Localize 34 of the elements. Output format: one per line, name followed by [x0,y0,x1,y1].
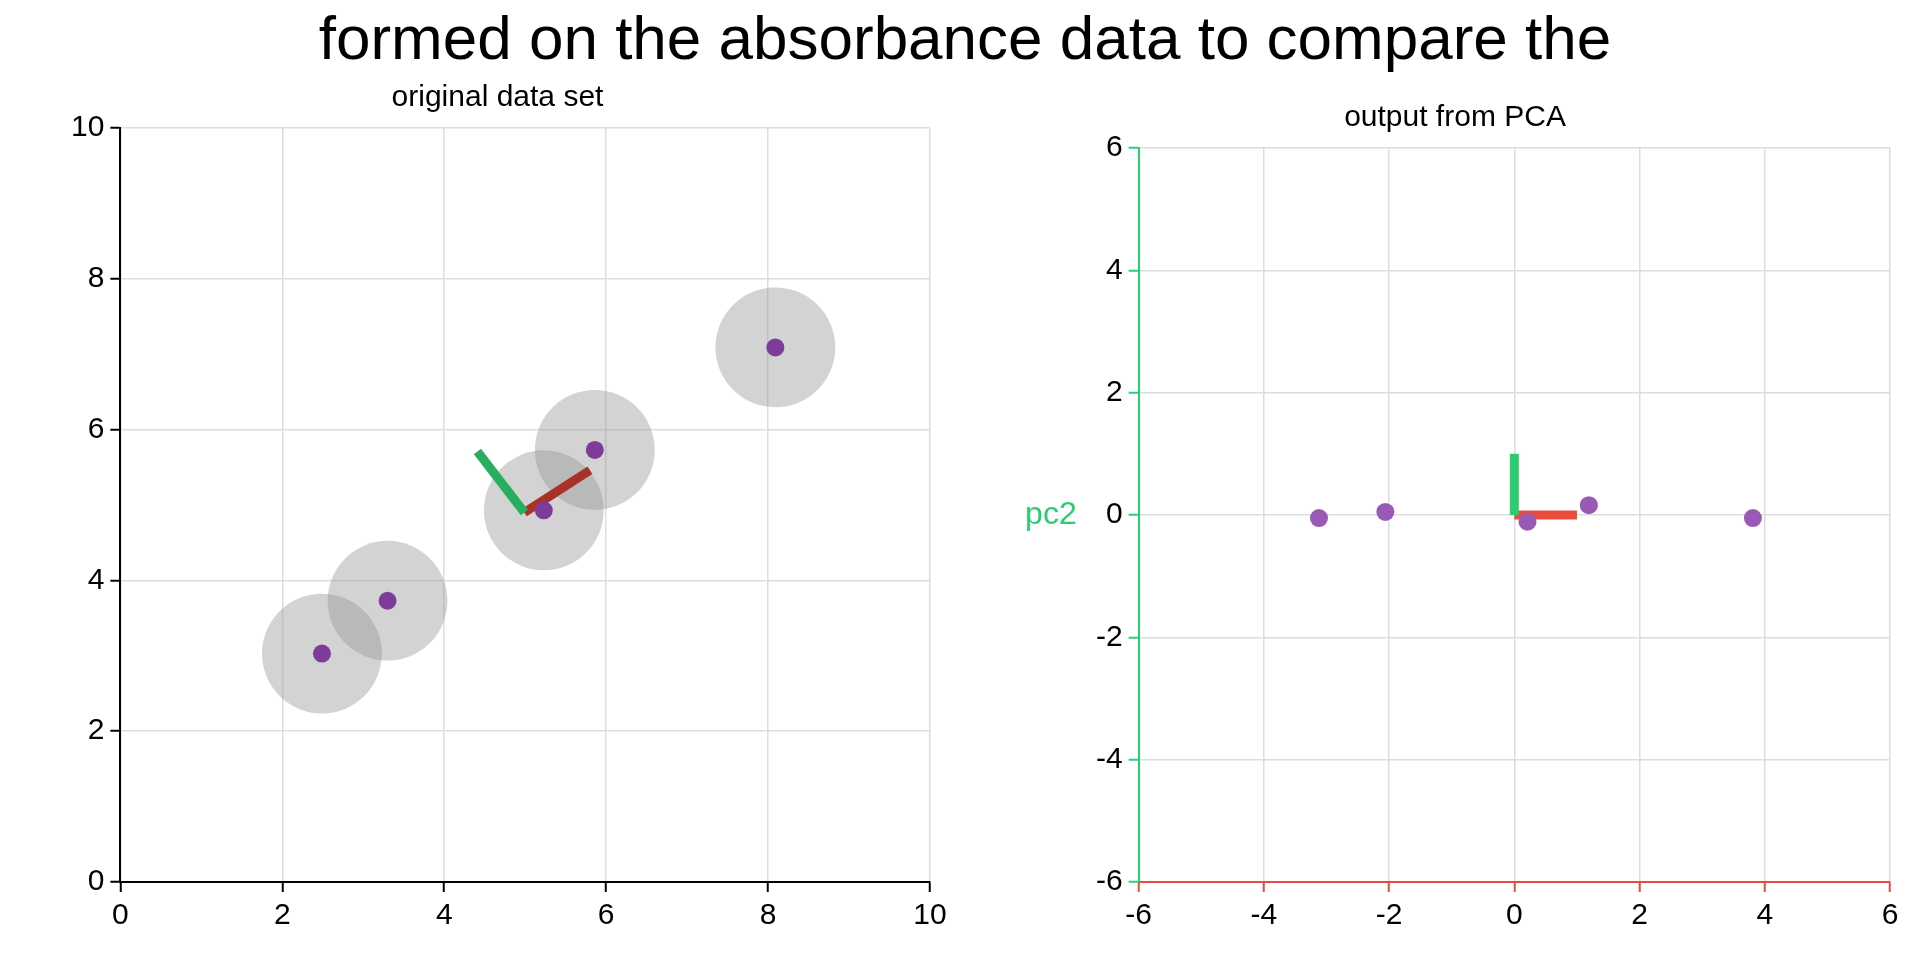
x-tick-label: -4 [1250,897,1278,931]
y-tick-label: -6 [1095,863,1123,897]
chart-title: output from PCA [1344,99,1566,133]
y-tick-label: 8 [87,260,105,294]
x-tick-label: 6 [597,897,615,931]
point [1579,496,1598,515]
x-tick-label: 6 [1881,897,1899,931]
x-tick-label: -2 [1375,897,1403,931]
y-tick-label: 2 [87,712,105,746]
y-tick-label: -4 [1095,740,1123,774]
point [1309,509,1328,528]
y-tick-label: 6 [1105,129,1123,163]
x-tick-label: 4 [435,897,453,931]
y-axis-title: pc2 [1025,494,1077,531]
y-tick-label: -2 [1095,618,1123,652]
x-tick-label: 10 [913,897,947,931]
x-tick-label: 4 [1756,897,1774,931]
x-tick-label: 0 [1505,897,1523,931]
y-tick-label: 2 [1105,373,1123,407]
point [1743,509,1762,528]
x-tick-label: 8 [759,897,777,931]
y-tick-label: 4 [87,561,105,595]
y-tick-label: 6 [87,410,105,444]
y-tick-label: 4 [1105,251,1123,285]
y-tick-label: 0 [1105,496,1123,530]
x-tick-label: 0 [112,897,129,931]
point [1518,512,1537,531]
x-tick-label: 2 [1631,897,1648,931]
y-tick-label: 10 [70,109,105,143]
text: formed on the absorbance data to compare the [318,3,1612,72]
chart-title: original data set [391,79,605,113]
point [1376,502,1395,521]
x-tick-label: 2 [273,897,291,931]
y-tick-label: 0 [87,863,105,897]
